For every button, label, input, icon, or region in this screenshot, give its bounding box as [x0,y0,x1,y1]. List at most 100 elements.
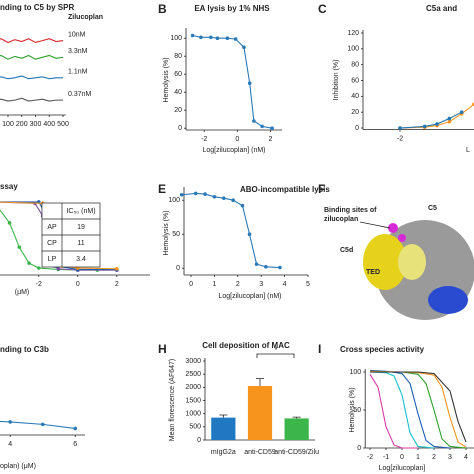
point [36,266,41,270]
y-tick-label: 60 [174,71,182,78]
panel: 100 200 300 400 500 10nM 3.3nM 1.1nM 0.37nM Ziluc… [0,14,103,128]
point [73,426,78,431]
x-tick-label: mIgG2a [211,449,236,456]
x-tick-label: 0 [76,281,80,288]
x-tick-label: 100 [2,121,14,128]
chart-title: C5a and [426,4,457,13]
y-tick-label: 3000 [185,358,201,365]
x-tick-label: 3 [448,454,452,461]
y-tick-label: 120 [347,30,359,37]
chart-title: ABO-incompatible lysis [240,185,330,194]
x-tick-label: 0 [189,281,193,288]
x-tick-label: 2 [115,281,119,288]
x-tick-label: -2 [201,136,207,143]
x-tick-label: anti-CD59/Zilu [274,449,319,456]
y-tick-label: 500 [189,424,201,431]
point [212,195,217,199]
table-header: IC₅₀ (nM) [66,208,95,215]
x-tick-label: -2 [367,454,373,461]
x-axis-label: Log[zilucoplan] (nM) [202,147,265,154]
point [247,232,252,236]
y-tick-label: 0 [178,125,182,132]
y-tick-label: 50 [172,231,180,238]
bar [284,418,309,440]
panel-label: E [158,182,166,196]
series-line [181,192,280,269]
point [231,198,235,202]
series-line [0,420,76,430]
bar [211,417,236,440]
panel-label: H [158,342,167,356]
point [242,45,246,49]
error-bar [256,378,264,387]
y-tick-label: 2500 [185,371,201,378]
binding-site [388,223,398,233]
annotation: C5d [340,247,353,254]
panel: 0 500 1000 1500 2000 2500 3000 Mean florescence… [169,347,319,456]
ted-domain [398,244,426,280]
annotation: TED [366,269,380,276]
series-line [370,371,467,443]
point [254,262,259,266]
point [17,245,22,249]
series-line [0,38,64,44]
x-tick-label: -2 [397,135,403,142]
panel-label: I [318,342,321,356]
panel: oplan) (μM) 4 6 [0,420,85,470]
y-tick-label: 100 [347,46,359,53]
y-tick-label: 40 [351,93,359,100]
series-line [192,34,273,129]
point [221,196,226,200]
point [179,192,184,197]
x-axis-label: oplan) (μM) [0,463,36,470]
x-axis-label: Log[zilucoplan] (nM) [218,293,281,300]
y-tick-label: 0 [197,437,201,444]
point [225,36,230,40]
y-tick-label: 40 [174,89,182,96]
y-tick-label: 1500 [185,397,201,404]
table-cell: LP [48,256,57,263]
legend-title: Zilucoplan [68,14,103,21]
table-cell: 3.4 [76,256,86,263]
x-tick-label: 4 [8,441,12,448]
panel: 0 50 100 Hemolysis (%) Log[zilucoplan] (nM) 0… [163,187,310,300]
y-tick-label: 50 [353,407,361,414]
x-tick-label: 0 [235,136,239,143]
y-tick-label: 1000 [185,411,201,418]
panel: 0 50 100 Hemolysis (%) Log[zilucoplan] -2 -1 0 1… [349,369,474,472]
c5d-domain [363,234,407,290]
point [203,192,207,196]
x-tick-label: 5 [306,281,310,288]
point [193,191,198,196]
series-line [399,103,474,129]
point [215,36,220,40]
y-tick-label: 100 [168,197,180,204]
x-tick-label: -1 [383,454,389,461]
x-tick-label: 6 [73,441,77,448]
x-tick-label: -2 [36,281,42,288]
point [252,119,256,123]
chart-title: Cell deposition of MAC [202,341,290,350]
point [422,124,427,129]
legend-label: 1.1nM [68,69,88,76]
panel-label: F [318,182,325,196]
x-axis-label: L [466,147,470,154]
y-tick-label: 0 [355,125,359,132]
series-line [369,371,435,449]
point [260,124,264,129]
panel-label: B [158,2,167,16]
x-axis-label: (μM) [15,289,30,296]
table-cell: 19 [77,224,85,231]
x-tick-label: 4 [464,454,468,461]
annotation: C5 [428,205,437,212]
legend-label: 10nM [68,31,86,38]
y-axis-label: Hemolysis (%) [163,210,170,255]
chart-title: Cross species activity [340,345,425,354]
table-cell: AP [47,224,57,231]
point [190,33,195,38]
chart-title: nding to C3b [0,345,49,354]
x-tick-label: 2 [236,281,240,288]
point [459,110,464,114]
series-line [369,370,467,448]
